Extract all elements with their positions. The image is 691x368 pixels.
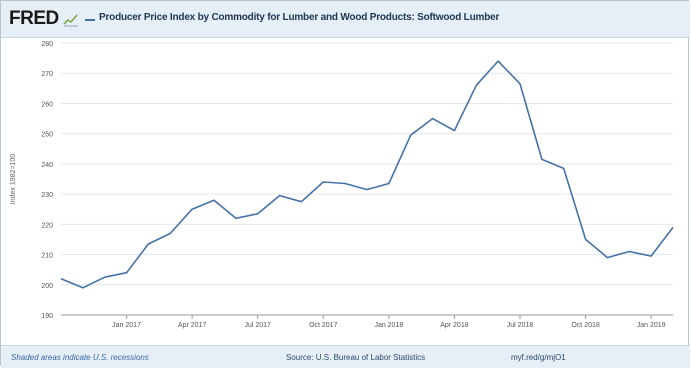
chart-header: FRED Producer Price Index by Commodity f…: [1, 1, 690, 38]
x-tick-label: Oct 2018: [571, 322, 600, 329]
y-tick-label: 220: [41, 222, 53, 229]
chart-plot-area: 190 200 210 220 230 240 250 260 270 280 Jan 2017 Ap…: [10, 41, 674, 329]
y-tick-label: 210: [41, 253, 53, 260]
x-tick-label: Apr 2018: [440, 322, 469, 329]
y-tick-label: 190: [41, 313, 53, 320]
fred-logo[interactable]: FRED: [9, 8, 59, 29]
x-tick-label: Jan 2017: [112, 322, 141, 329]
chart-title: Producer Price Index by Commodity for Lu…: [99, 12, 500, 23]
x-tick-label: Jan 2018: [374, 322, 403, 329]
y-tick-label: 270: [41, 71, 53, 78]
x-tick-label: Oct 2017: [309, 322, 338, 329]
y-tick-label: 280: [41, 41, 53, 48]
y-axis-label: Index 1982=100: [10, 154, 17, 205]
x-tick-label: Jan 2019: [637, 322, 666, 329]
x-tick-label: Apr 2017: [178, 322, 207, 329]
series-line: [60, 60, 674, 289]
series-legend-swatch: [85, 19, 95, 21]
fred-logo-graph-icon: [63, 14, 78, 27]
short-link[interactable]: myf.red/g/mjO1: [511, 353, 566, 362]
y-tick-label: 260: [41, 101, 53, 108]
y-tick-label: 230: [41, 192, 53, 199]
x-tick-label: Jul 2018: [507, 322, 534, 329]
source-note[interactable]: Source: U.S. Bureau of Labor Statistics: [286, 353, 426, 362]
chart-footer: Shaded areas indicate U.S. recessions So…: [1, 345, 690, 368]
y-tick-label: 240: [41, 162, 53, 169]
y-tick-label: 200: [41, 283, 53, 290]
recession-note: Shaded areas indicate U.S. recessions: [11, 353, 149, 362]
y-tick-label: 250: [41, 132, 53, 139]
x-tick-label: Jul 2017: [244, 322, 271, 329]
